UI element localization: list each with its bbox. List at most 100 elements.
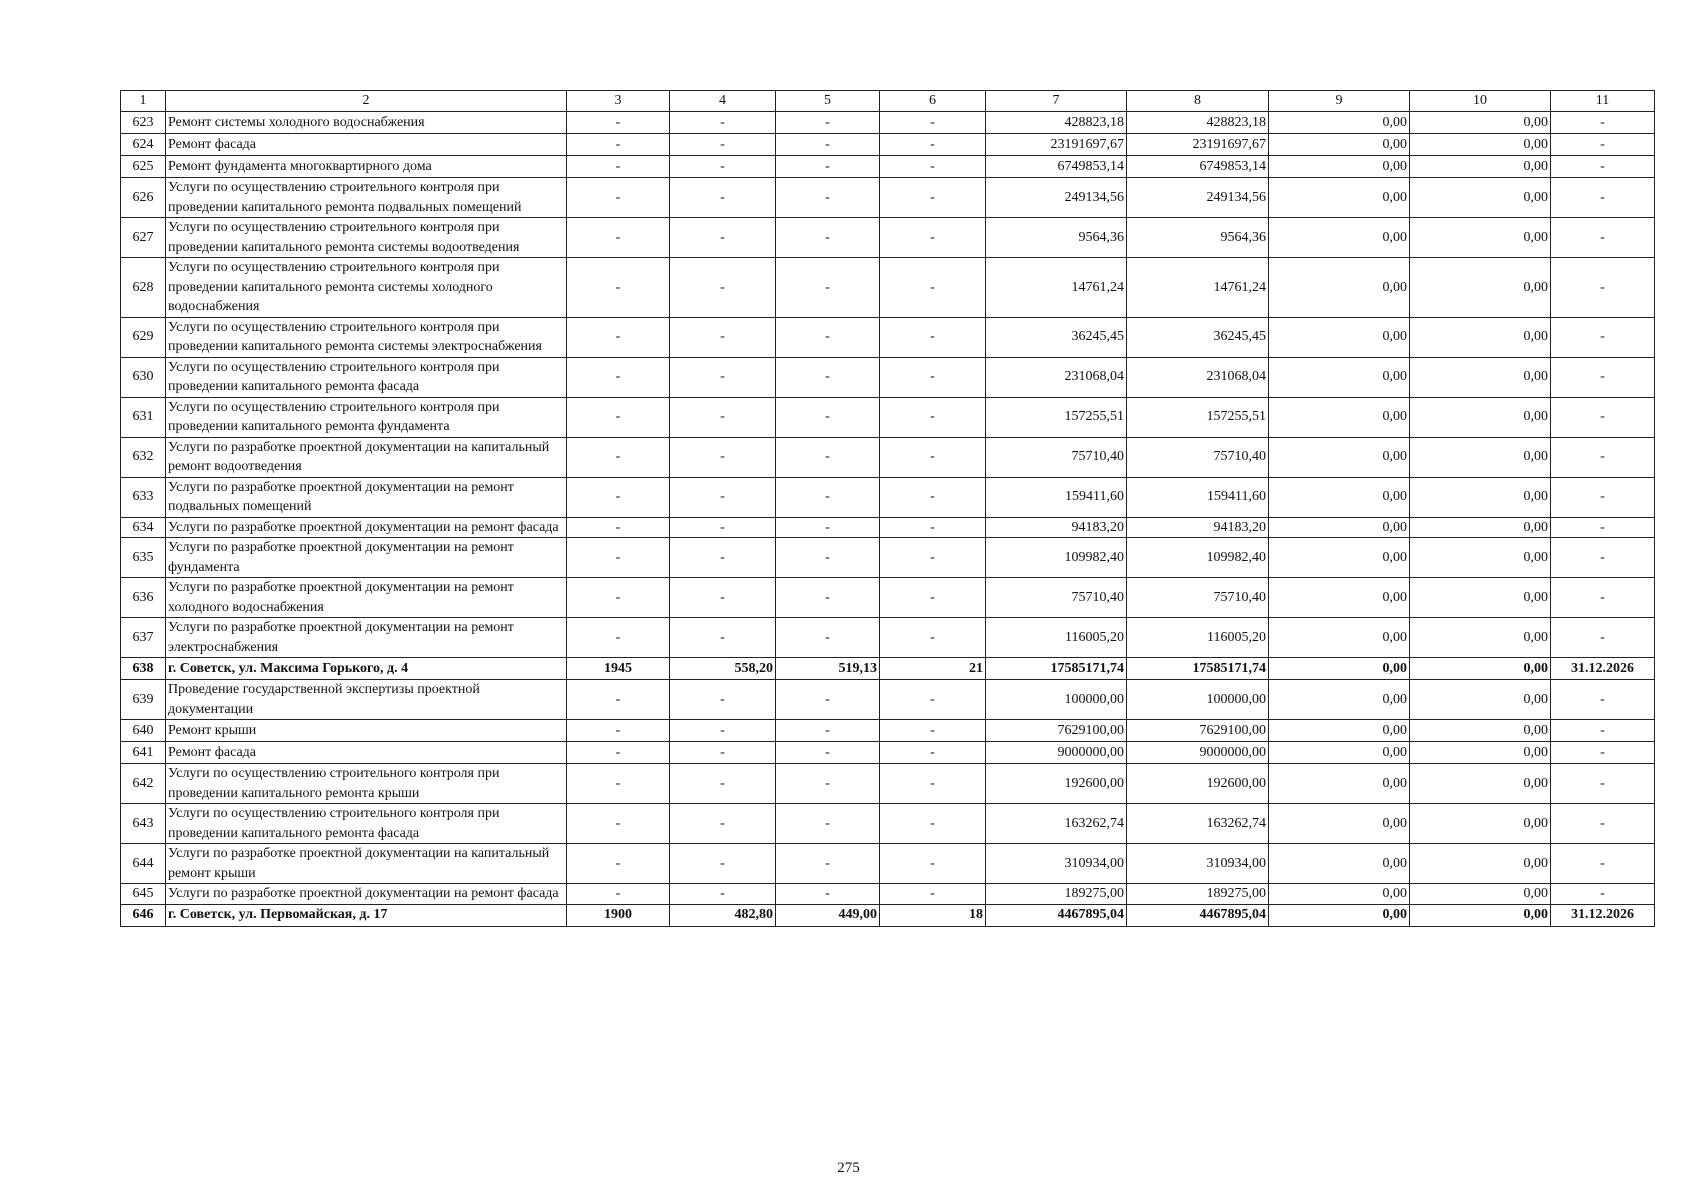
table-cell: - (566, 763, 670, 804)
table-cell: Ремонт фасада (165, 133, 567, 156)
table-row: 629 Услуги по осуществлению строительного… (120, 316, 1655, 358)
table-cell: 0,00 (1409, 883, 1551, 905)
table-cell: 75710,40 (985, 436, 1127, 478)
table-cell: 23191697,67 (1126, 133, 1269, 156)
table-cell: - (775, 679, 880, 720)
table-cell: 0,00 (1409, 537, 1551, 578)
table-cell: - (775, 516, 880, 538)
table-cell: - (775, 111, 880, 134)
table-cell: - (669, 133, 776, 156)
table-cell: - (566, 257, 670, 318)
table-cell: - (1550, 436, 1655, 478)
table-cell: - (1550, 883, 1655, 905)
column-header: 4 (669, 90, 776, 112)
table-cell: 0,00 (1409, 396, 1551, 438)
table-row: 641 Ремонт фасада - - - -9000000,00 9000000,00… (120, 741, 1655, 764)
table-row: 644 Услуги по разработке проектной докуме… (120, 843, 1655, 884)
table-cell: 0,00 (1409, 617, 1551, 658)
table-cell: 0,00 (1409, 657, 1551, 680)
table-cell: 0,00 (1268, 657, 1410, 680)
table-cell: 116005,20 (985, 617, 1127, 658)
table-cell: - (879, 316, 986, 358)
table-row: 627 Услуги по осуществлению строительного… (120, 217, 1655, 258)
column-header: 5 (775, 90, 880, 112)
table-cell: - (669, 843, 776, 884)
table-cell: - (566, 719, 670, 742)
table-cell: - (879, 476, 986, 518)
table-cell: 638 (120, 657, 166, 680)
table-cell: 626 (120, 177, 166, 218)
table-cell: - (1550, 155, 1655, 178)
table-cell: 0,00 (1268, 903, 1410, 927)
table-cell: - (566, 111, 670, 134)
table-cell: 629 (120, 316, 166, 358)
table-cell: Услуги по разработке проектной документа… (165, 476, 567, 518)
table-cell: 0,00 (1268, 155, 1410, 178)
table-cell: 9000000,00 (985, 741, 1127, 764)
table-cell: 0,00 (1409, 803, 1551, 844)
table-cell: Ремонт фасада (165, 741, 567, 764)
table-cell: Услуги по осуществлению строительного ко… (165, 217, 567, 258)
table-row: 646 г. Советск, ул. Первомайская, д. 17 19… (120, 903, 1655, 927)
table-cell: 0,00 (1409, 516, 1551, 538)
table-cell: 0,00 (1409, 763, 1551, 804)
table-cell: 157255,51 (1126, 396, 1269, 438)
table-cell: - (775, 155, 880, 178)
table-cell: 0,00 (1409, 155, 1551, 178)
table-cell: - (1550, 257, 1655, 318)
table-cell: - (566, 396, 670, 438)
table-cell: 0,00 (1268, 679, 1410, 720)
table-cell: - (566, 476, 670, 518)
table-cell: Услуги по осуществлению строительного ко… (165, 257, 567, 318)
table-row: 631 Услуги по осуществлению строительного… (120, 396, 1655, 438)
table-cell: - (566, 177, 670, 218)
table-cell: 634 (120, 516, 166, 538)
table-cell: 310934,00 (985, 843, 1127, 884)
table-row: 625 Ремонт фундамента многоквартирного до… (120, 155, 1655, 178)
table-row: 642 Услуги по осуществлению строительного… (120, 763, 1655, 804)
table-cell: 0,00 (1268, 436, 1410, 478)
table-cell: - (566, 316, 670, 358)
table-cell: - (879, 843, 986, 884)
table-cell: - (879, 133, 986, 156)
table-row: 628 Услуги по осуществлению строительного… (120, 257, 1655, 318)
table-row: 626 Услуги по осуществлению строительного… (120, 177, 1655, 218)
table-cell: 31.12.2026 (1550, 903, 1655, 927)
table-cell: Услуги по разработке проектной документа… (165, 843, 567, 884)
table-cell: 17585171,74 (985, 657, 1127, 680)
table-cell: Ремонт фундамента многоквартирного дома (165, 155, 567, 178)
table-cell: - (566, 537, 670, 578)
table-cell: 109982,40 (1126, 537, 1269, 578)
table-cell: - (775, 741, 880, 764)
table-cell: - (669, 155, 776, 178)
table-cell: - (879, 577, 986, 618)
table-cell: - (669, 719, 776, 742)
table-cell: 17585171,74 (1126, 657, 1269, 680)
table-cell: Услуги по разработке проектной документа… (165, 617, 567, 658)
table-cell: - (1550, 133, 1655, 156)
table-cell: 644 (120, 843, 166, 884)
table-cell: Ремонт крыши (165, 719, 567, 742)
table-cell: 249134,56 (985, 177, 1127, 218)
table-cell: 623 (120, 111, 166, 134)
table-cell: - (775, 356, 880, 398)
table-cell: 0,00 (1268, 516, 1410, 538)
table-cell: 482,80 (669, 903, 776, 927)
column-header: 3 (566, 90, 670, 112)
table-cell: - (1550, 577, 1655, 618)
table-cell: - (1550, 719, 1655, 742)
table-cell: 159411,60 (1126, 476, 1269, 518)
table-cell: 310934,00 (1126, 843, 1269, 884)
table-cell: - (566, 217, 670, 258)
column-header: 2 (165, 90, 567, 112)
table-cell: 14761,24 (985, 257, 1127, 318)
table-cell: 163262,74 (1126, 803, 1269, 844)
table-cell: - (879, 617, 986, 658)
table-cell: - (775, 177, 880, 218)
table-cell: - (566, 516, 670, 538)
table-cell: 75710,40 (985, 577, 1127, 618)
table-row: 639 Проведение государственной экспертизы… (120, 679, 1655, 720)
table-cell: - (566, 843, 670, 884)
table-cell: 189275,00 (985, 883, 1127, 905)
table-cell: - (669, 537, 776, 578)
